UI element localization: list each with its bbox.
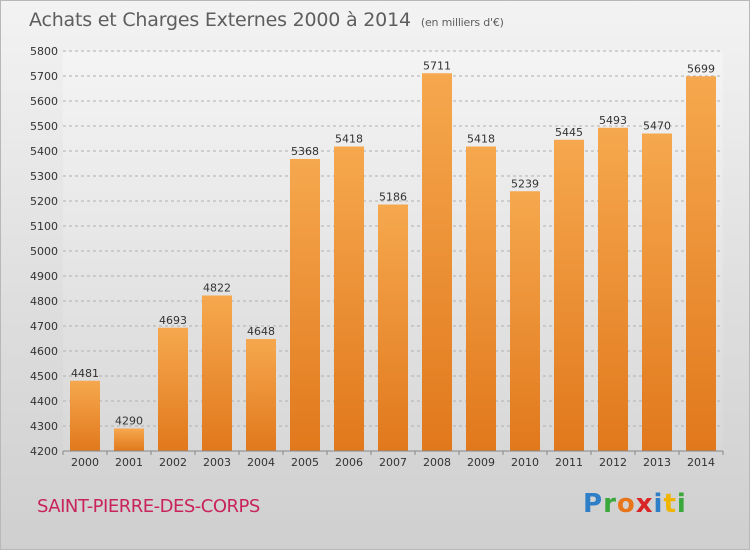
- x-tick-label: 2003: [203, 456, 231, 469]
- x-tick-label: 2013: [643, 456, 671, 469]
- commune-name: SAINT-PIERRE-DES-CORPS: [37, 496, 260, 517]
- logo-letter: i: [676, 489, 687, 519]
- data-label: 5699: [687, 62, 715, 75]
- chart-unit: (en milliers d'€): [420, 16, 504, 29]
- bar: [422, 73, 452, 451]
- y-tick-label: 4800: [30, 295, 58, 308]
- bar: [378, 204, 408, 451]
- y-tick-label: 4500: [30, 370, 58, 383]
- data-labels: 4481 4290 4693 4822 4648 5368 5418 5186 5711 5418…: [71, 59, 715, 427]
- bar: [554, 139, 584, 451]
- data-label: 5445: [555, 126, 583, 139]
- bar: [510, 191, 540, 451]
- data-label: 4481: [71, 367, 99, 380]
- y-tick-label: 4700: [30, 320, 58, 333]
- bar: [246, 339, 276, 451]
- bar: [598, 127, 628, 451]
- x-tick-label: 2001: [115, 456, 143, 469]
- proxiti-logo[interactable]: Proxiti: [583, 489, 687, 519]
- bar: [202, 295, 232, 451]
- data-label: 5186: [379, 191, 407, 204]
- y-tick-label: 5100: [30, 220, 58, 233]
- y-tick-label: 5500: [30, 120, 58, 133]
- x-tick-label: 2014: [687, 456, 715, 469]
- data-label: 5239: [511, 177, 539, 190]
- data-label: 5711: [423, 59, 451, 72]
- y-tick-label: 5300: [30, 170, 58, 183]
- y-tick-label: 5400: [30, 145, 58, 158]
- data-label: 5418: [335, 133, 363, 146]
- logo-letter: x: [635, 489, 654, 519]
- x-axis: 2000 2001 2002 2003 2004 2005 2006 2007 2008 2009…: [62, 450, 724, 469]
- x-tick-label: 2000: [71, 456, 99, 469]
- data-label: 4693: [159, 314, 187, 327]
- y-tick-label: 5600: [30, 95, 58, 108]
- bar: [466, 146, 496, 451]
- data-label: 5470: [643, 120, 671, 133]
- y-tick-label: 4200: [30, 445, 58, 458]
- x-tick-label: 2010: [511, 456, 539, 469]
- x-tick-label: 2006: [335, 456, 363, 469]
- y-tick-label: 5000: [30, 245, 58, 258]
- x-tick-label: 2005: [291, 456, 319, 469]
- logo-letter: i: [653, 489, 664, 519]
- bar: [334, 146, 364, 451]
- data-label: 5493: [599, 114, 627, 127]
- bar: [158, 327, 188, 451]
- y-tick-label: 4600: [30, 345, 58, 358]
- x-tick-label: 2012: [599, 456, 627, 469]
- data-label: 4648: [247, 325, 275, 338]
- x-tick-label: 2009: [467, 456, 495, 469]
- logo-letter: r: [603, 489, 617, 519]
- y-tick-label: 5200: [30, 195, 58, 208]
- bar: [642, 133, 672, 451]
- logo-letter: o: [616, 489, 636, 519]
- y-axis: 4200 4300 4400 4500 4600 4700 4800 4900 5000 5100…: [30, 45, 58, 458]
- y-tick-label: 5800: [30, 45, 58, 58]
- chart-title-text: Achats et Charges Externes 2000 à 2014: [29, 9, 411, 31]
- y-tick-label: 4900: [30, 270, 58, 283]
- x-tick-label: 2002: [159, 456, 187, 469]
- x-tick-label: 2007: [379, 456, 407, 469]
- x-tick-label: 2008: [423, 456, 451, 469]
- x-tick-label: 2004: [247, 456, 275, 469]
- y-tick-label: 5700: [30, 70, 58, 83]
- bar: [290, 159, 320, 451]
- x-tick-label: 2011: [555, 456, 583, 469]
- bar: [686, 76, 716, 451]
- bar: [114, 428, 144, 451]
- logo-letter: t: [663, 489, 677, 519]
- y-tick-label: 4400: [30, 395, 58, 408]
- data-label: 4822: [203, 282, 231, 295]
- chart-title: Achats et Charges Externes 2000 à 2014 (e…: [29, 9, 504, 31]
- data-label: 4290: [115, 415, 143, 428]
- data-label: 5368: [291, 145, 319, 158]
- bars: [70, 73, 716, 451]
- bar: [70, 380, 100, 451]
- data-label: 5418: [467, 133, 495, 146]
- logo-letter: P: [583, 489, 604, 519]
- y-tick-label: 4300: [30, 420, 58, 433]
